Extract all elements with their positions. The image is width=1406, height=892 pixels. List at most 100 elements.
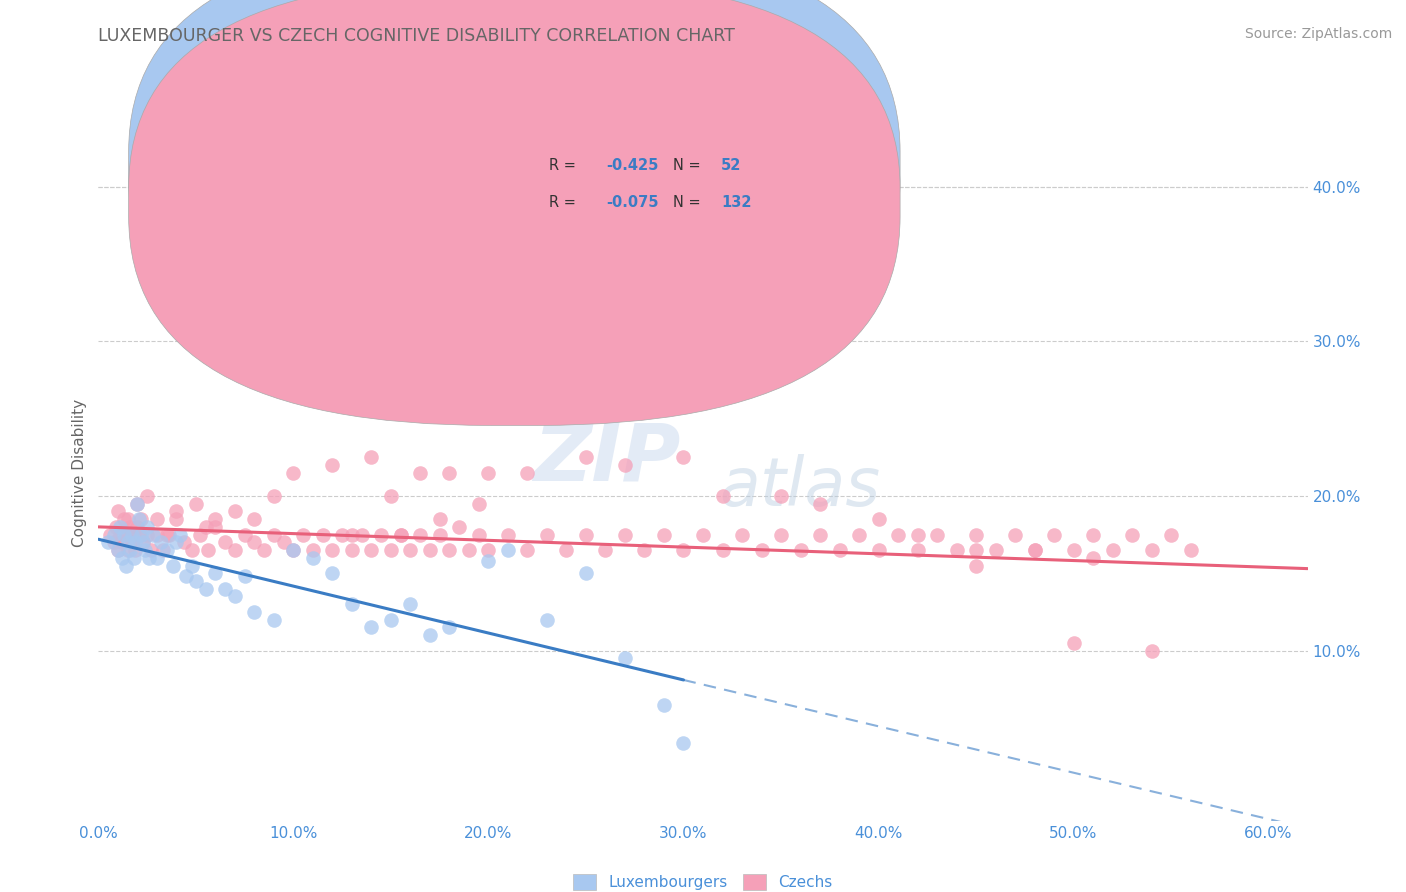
Point [188, 527, 211, 541]
Point [439, 466, 461, 480]
Point [1024, 543, 1046, 558]
Point [925, 527, 948, 541]
Point [808, 342, 831, 356]
Point [1024, 543, 1046, 558]
Point [672, 450, 695, 465]
Point [614, 651, 637, 665]
Point [449, 520, 471, 534]
FancyBboxPatch shape [129, 0, 900, 425]
Point [731, 334, 754, 349]
Point [340, 527, 363, 541]
Point [127, 497, 149, 511]
Point [146, 512, 169, 526]
Point [399, 543, 422, 558]
Point [360, 543, 382, 558]
Point [595, 543, 617, 558]
Point [711, 489, 734, 503]
Point [118, 520, 141, 534]
Point [132, 535, 155, 549]
Point [965, 527, 987, 541]
Point [360, 450, 382, 465]
Point [789, 543, 811, 558]
Point [136, 489, 159, 503]
Point [945, 543, 967, 558]
Point [1081, 527, 1104, 541]
Point [399, 597, 422, 611]
Point [467, 497, 489, 511]
Point [146, 550, 169, 565]
Point [380, 613, 402, 627]
Point [204, 566, 226, 581]
Point [132, 535, 155, 549]
Point [111, 550, 134, 565]
Point [111, 535, 134, 549]
Point [118, 543, 141, 558]
Point [112, 512, 135, 526]
Point [121, 535, 143, 549]
Point [233, 569, 256, 583]
Point [516, 543, 538, 558]
Text: N =: N = [673, 159, 704, 173]
Point [419, 628, 441, 642]
Point [107, 543, 129, 558]
Point [389, 527, 412, 541]
Point [652, 698, 675, 712]
FancyBboxPatch shape [129, 0, 900, 389]
Point [965, 543, 987, 558]
Point [122, 550, 145, 565]
Text: -0.425: -0.425 [606, 159, 658, 173]
Point [204, 512, 226, 526]
Point [965, 558, 987, 573]
Point [652, 358, 675, 372]
Point [1063, 636, 1085, 650]
Point [243, 535, 266, 549]
Point [907, 543, 929, 558]
Point [243, 512, 266, 526]
Point [122, 527, 145, 541]
Text: ZIP: ZIP [533, 420, 681, 498]
Point [157, 527, 180, 541]
Point [197, 543, 219, 558]
Point [131, 512, 153, 526]
Point [263, 613, 285, 627]
Point [108, 527, 131, 541]
Point [134, 543, 156, 558]
Point [848, 527, 870, 541]
Point [121, 527, 143, 541]
Point [1180, 543, 1202, 558]
Point [370, 527, 392, 541]
Point [117, 512, 139, 526]
Point [340, 543, 363, 558]
Point [575, 566, 598, 581]
Text: N =: N = [673, 194, 704, 210]
Point [128, 527, 150, 541]
Point [139, 543, 162, 558]
Point [458, 543, 481, 558]
Point [131, 527, 153, 541]
Point [124, 543, 146, 558]
Point [156, 543, 179, 558]
Point [114, 527, 136, 541]
Point [321, 543, 343, 558]
Point [614, 458, 637, 472]
Point [340, 597, 363, 611]
Point [672, 543, 695, 558]
Text: LUXEMBOURGER VS CZECH COGNITIVE DISABILITY CORRELATION CHART: LUXEMBOURGER VS CZECH COGNITIVE DISABILI… [98, 27, 735, 45]
Point [808, 527, 831, 541]
Point [156, 527, 179, 541]
Point [273, 535, 295, 549]
Point [169, 527, 191, 541]
Point [496, 527, 519, 541]
Point [360, 620, 382, 634]
Point [330, 527, 353, 541]
Point [98, 527, 121, 541]
Point [165, 512, 187, 526]
Point [204, 520, 226, 534]
Text: R =: R = [550, 194, 581, 210]
Point [152, 543, 174, 558]
Point [808, 497, 831, 511]
Point [769, 489, 792, 503]
Point [146, 527, 169, 541]
Point [429, 512, 451, 526]
Point [184, 574, 207, 588]
